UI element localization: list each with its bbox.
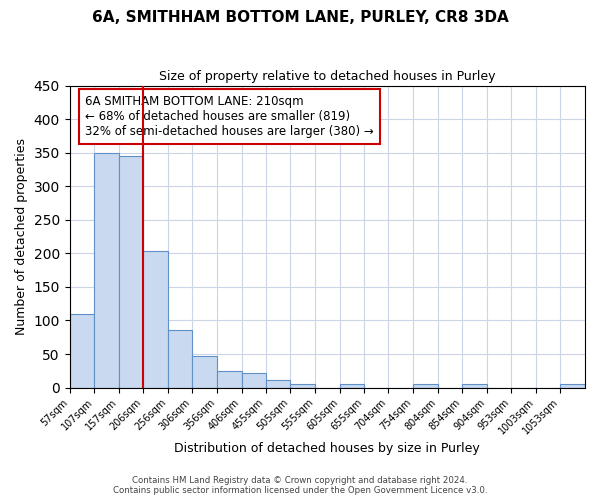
Bar <box>266 380 290 388</box>
Text: 6A SMITHAM BOTTOM LANE: 210sqm
← 68% of detached houses are smaller (819)
32% of: 6A SMITHAM BOTTOM LANE: 210sqm ← 68% of … <box>85 94 374 138</box>
Bar <box>94 152 119 388</box>
Bar <box>340 384 364 388</box>
Bar <box>413 384 437 388</box>
Bar <box>167 330 193 388</box>
Y-axis label: Number of detached properties: Number of detached properties <box>15 138 28 335</box>
Bar <box>217 371 242 388</box>
X-axis label: Distribution of detached houses by size in Purley: Distribution of detached houses by size … <box>175 442 480 455</box>
Bar <box>242 373 266 388</box>
Text: 6A, SMITHHAM BOTTOM LANE, PURLEY, CR8 3DA: 6A, SMITHHAM BOTTOM LANE, PURLEY, CR8 3D… <box>92 10 508 25</box>
Bar <box>560 384 585 388</box>
Title: Size of property relative to detached houses in Purley: Size of property relative to detached ho… <box>159 70 496 83</box>
Text: Contains HM Land Registry data © Crown copyright and database right 2024.
Contai: Contains HM Land Registry data © Crown c… <box>113 476 487 495</box>
Bar <box>70 314 94 388</box>
Bar <box>463 384 487 388</box>
Bar <box>143 250 167 388</box>
Bar <box>119 156 143 388</box>
Bar <box>193 356 217 388</box>
Bar <box>290 384 315 388</box>
